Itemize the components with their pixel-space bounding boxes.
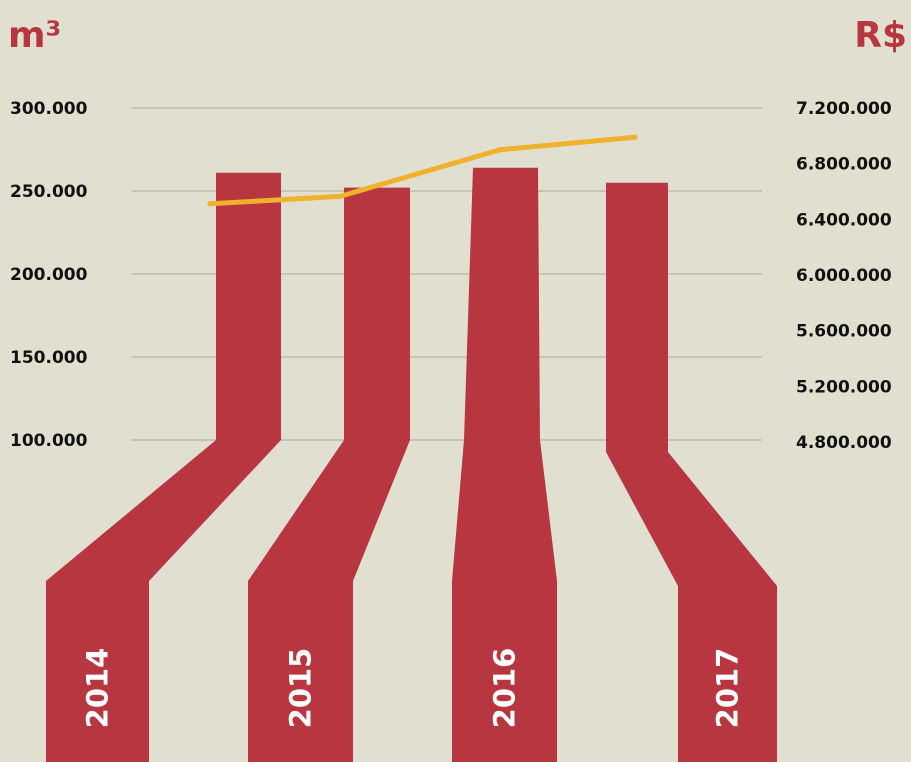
right-tick-label: 5.600.000	[796, 322, 892, 342]
left-tick-label: 250.000	[10, 182, 88, 202]
year-label-2015: 2015	[284, 648, 318, 729]
bar-2014	[46, 172, 281, 762]
left-tick-label: 200.000	[10, 265, 88, 285]
bar-2016	[452, 167, 557, 762]
left-tick-label: 150.000	[10, 348, 88, 368]
bar-2017	[606, 182, 777, 762]
bar-2015	[248, 187, 410, 762]
line-point-2017	[632, 134, 638, 140]
line-series	[207, 134, 638, 207]
right-axis-ticks: 7.200.000 6.800.000 6.400.000 6.000.000 5.60…	[796, 99, 892, 453]
bars	[46, 167, 777, 762]
right-tick-label: 6.000.000	[796, 266, 892, 286]
year-labels: 2014 2015 2016 2017	[81, 648, 745, 729]
line-point-2015	[337, 193, 343, 199]
right-tick-label: 5.200.000	[796, 377, 892, 397]
year-label-2017: 2017	[711, 648, 745, 729]
right-tick-label: 6.400.000	[796, 210, 892, 230]
left-axis-unit: m³	[8, 15, 61, 56]
year-label-2014: 2014	[81, 648, 115, 729]
right-tick-label: 7.200.000	[796, 99, 892, 119]
line-point-2016	[497, 147, 503, 153]
left-tick-label: 300.000	[10, 99, 88, 119]
right-tick-label: 6.800.000	[796, 155, 892, 175]
left-tick-label: 100.000	[10, 431, 88, 451]
year-label-2016: 2016	[488, 648, 522, 729]
right-tick-label: 4.800.000	[796, 433, 892, 453]
value-line	[207, 134, 638, 207]
left-axis-ticks: 100.000 150.000 200.000 250.000 300.000	[10, 99, 88, 451]
right-axis-unit: R$	[854, 15, 907, 56]
line-point-2014	[207, 201, 213, 207]
